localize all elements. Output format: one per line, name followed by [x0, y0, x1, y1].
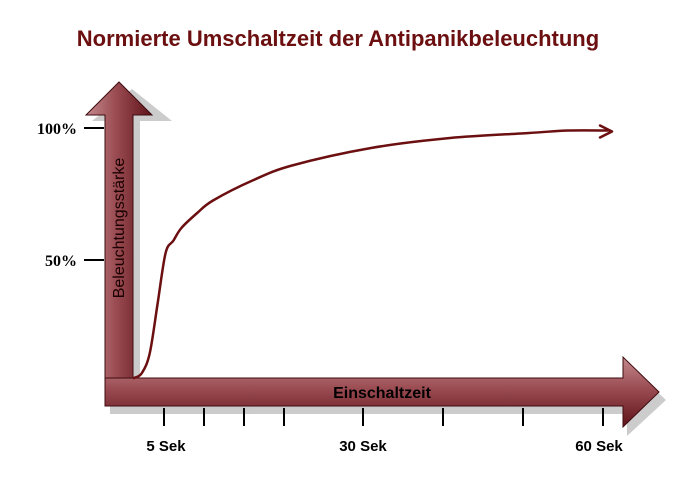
y-axis-label: Beleuchtungsstärke	[111, 158, 128, 299]
y-tick-label-100: 100%	[37, 121, 77, 138]
chart-title: Normierte Umschaltzeit der Antipanikbele…	[77, 26, 599, 51]
x-tick-label-60: 60 Sek	[575, 438, 623, 455]
x-tick-marks	[163, 408, 604, 426]
x-axis-label: Einschaltzeit	[333, 385, 431, 402]
y-axis-arrow	[84, 81, 154, 379]
y-tick-label-50: 50%	[45, 253, 77, 270]
curve-arrowhead	[598, 124, 614, 139]
x-tick-label-5: 5 Sek	[146, 438, 186, 455]
x-tick-label-30: 30 Sek	[339, 438, 387, 455]
x-axis-arrow	[104, 355, 660, 429]
series-curve	[132, 129, 610, 380]
